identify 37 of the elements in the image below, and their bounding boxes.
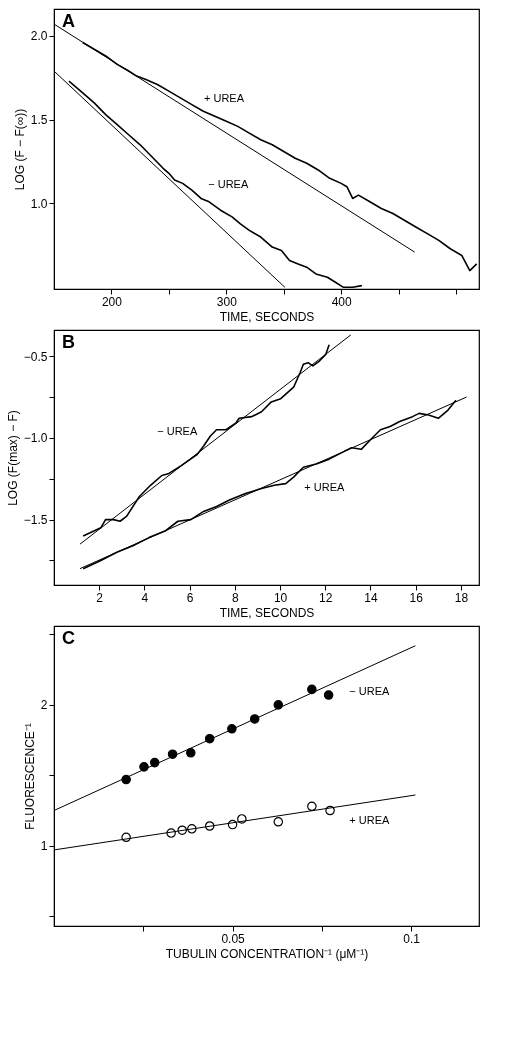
x-tick-label: 2 (96, 590, 104, 605)
x-tick-label: 4 (141, 590, 149, 605)
y-tick-label: 1 (40, 839, 48, 854)
x-tick-label: 0.05 (221, 931, 246, 946)
y-tick-label: 1.5 (30, 113, 48, 128)
x-tick-label: 8 (232, 590, 240, 605)
y-tick-label: −0.5 (23, 349, 48, 364)
x-tick-label: 400 (331, 294, 352, 309)
y-tick-label: 1.0 (30, 196, 48, 211)
x-tick-label: 10 (273, 590, 288, 605)
y-axis-title: LOG (F(max) − F) (5, 410, 20, 506)
x-tick-label: 200 (101, 294, 123, 309)
y-tick-label: −1.5 (23, 513, 48, 528)
x-tick-label: 18 (454, 590, 469, 605)
chart-title: A (62, 11, 75, 31)
x-tick-label: 300 (216, 294, 238, 309)
annotation: − UREA (349, 685, 391, 697)
x-tick-label: 6 (186, 590, 194, 605)
annotation: − UREA (157, 425, 198, 437)
x-tick-label: 0.1 (403, 931, 421, 946)
annotation: + UREA (203, 91, 245, 104)
y-axis-title: LOG (F − F(∞)) (12, 108, 27, 191)
chart-title: C (62, 628, 75, 648)
y-axis-title: FLUORESCENCE⁻¹ (22, 723, 37, 830)
x-tick-label: 14 (364, 590, 378, 605)
x-axis-title: TUBULIN CONCENTRATION⁻¹ (μM⁻¹) (165, 946, 369, 961)
x-tick-label: 12 (319, 590, 333, 605)
x-tick-label: 16 (409, 590, 424, 605)
y-tick-label: −1.0 (23, 431, 48, 446)
y-tick-label: 2.0 (30, 29, 48, 44)
annotation: − UREA (208, 178, 249, 191)
x-axis-title: TIME, SECONDS (219, 309, 315, 324)
annotation: + UREA (304, 481, 345, 494)
annotation: + UREA (349, 814, 391, 826)
x-axis-title: TIME, SECONDS (219, 605, 315, 620)
y-tick-label: 2 (40, 698, 48, 713)
chart-title: B (62, 332, 75, 352)
